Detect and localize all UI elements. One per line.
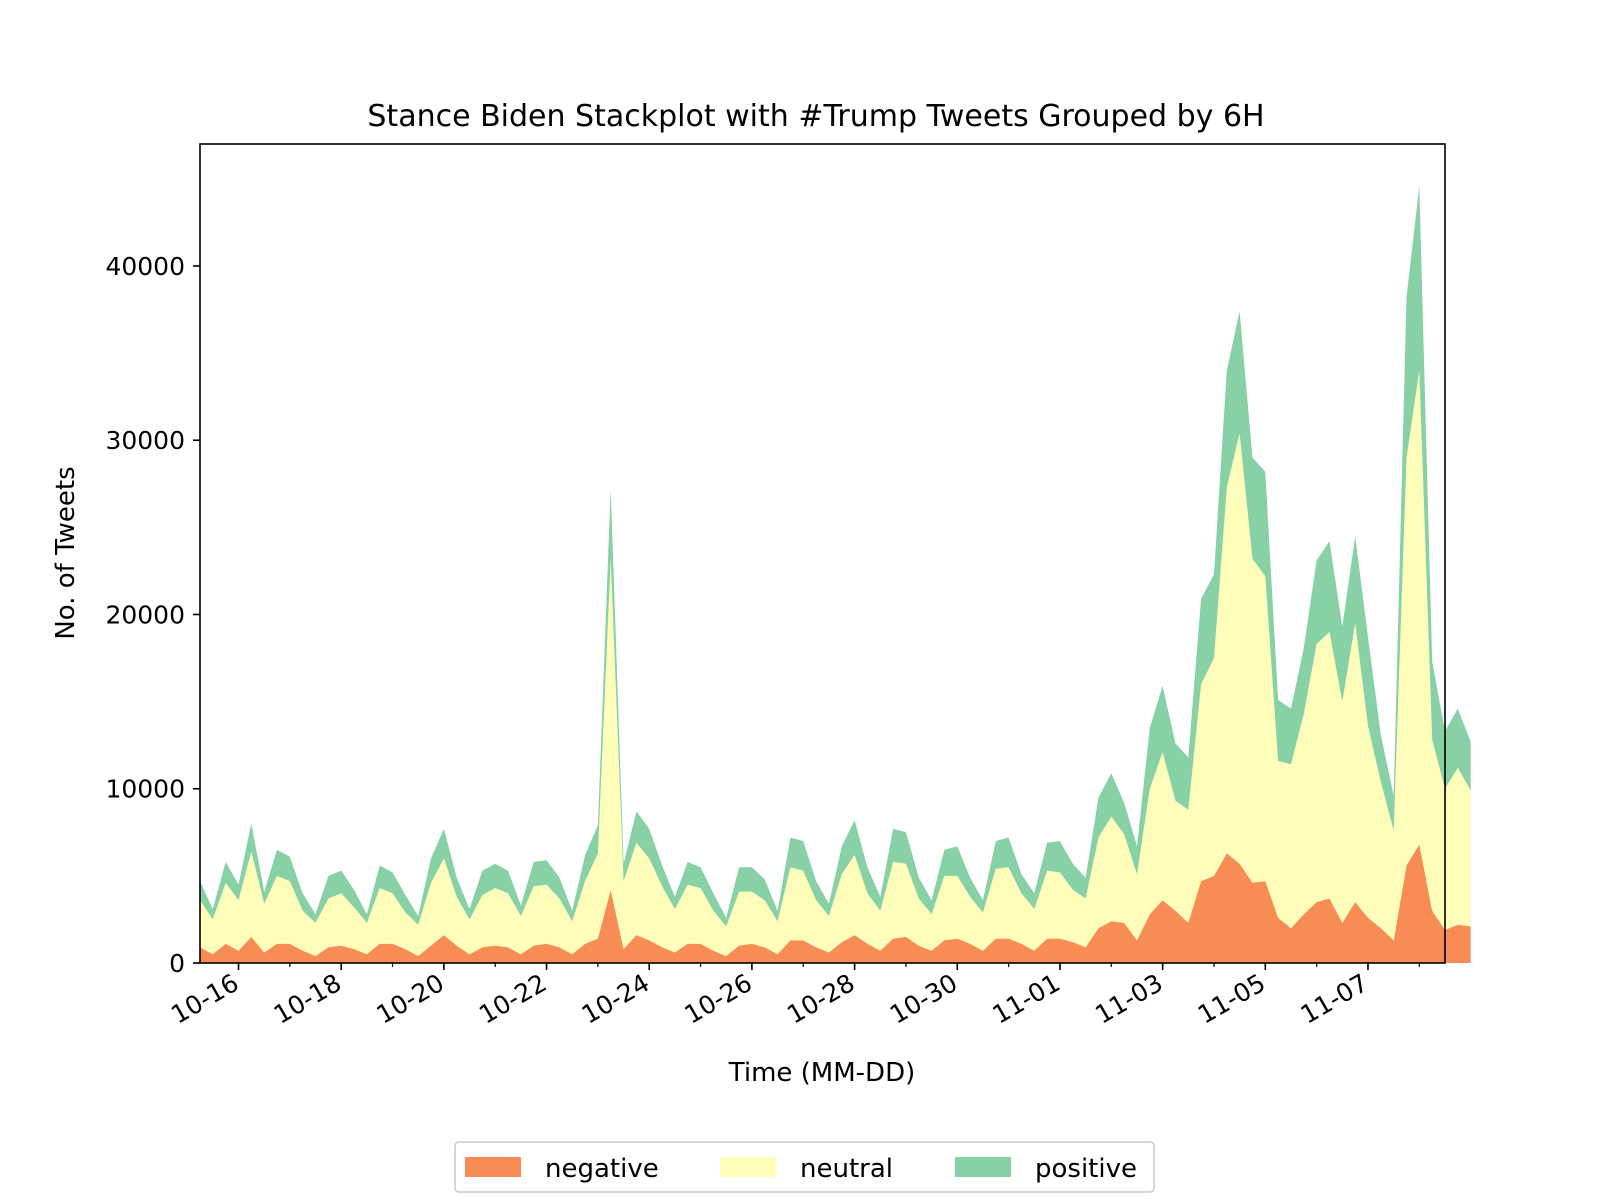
x-axis-label: Time (MM-DD): [728, 1058, 915, 1088]
x-tick-label: 10-20: [371, 968, 448, 1029]
x-tick-label: 11-01: [988, 968, 1065, 1029]
y-tick-label: 0: [169, 949, 185, 978]
legend-label-positive: positive: [1035, 1154, 1137, 1184]
legend-swatch-negative: [465, 1157, 521, 1177]
stacked-areas: [200, 185, 1471, 963]
legend-label-neutral: neutral: [800, 1154, 893, 1184]
legend-swatch-neutral: [720, 1157, 776, 1177]
x-tick-label: 11-05: [1193, 968, 1270, 1029]
x-tick-label: 10-22: [474, 968, 551, 1029]
legend-swatch-positive: [955, 1157, 1011, 1177]
plot-frame: [199, 143, 1446, 964]
x-tick-label: 10-24: [577, 968, 654, 1029]
x-tick-label: 10-28: [782, 968, 859, 1029]
x-tick-label: 11-07: [1296, 968, 1373, 1029]
x-tick-label: 10-30: [885, 968, 962, 1029]
x-axis: 10-16 10-18 10-20 10-22 10-24 10-26 10-28 10-30…: [166, 963, 1420, 1030]
x-tick-label: 10-26: [679, 968, 756, 1029]
area-neutral: [200, 370, 1471, 956]
y-tick-label: 40000: [105, 252, 185, 281]
x-tick-label: 10-18: [269, 968, 346, 1029]
x-tick-label: 11-03: [1090, 968, 1167, 1029]
y-tick-label: 20000: [105, 600, 185, 629]
area-positive: [200, 185, 1471, 927]
legend-label-negative: negative: [545, 1154, 659, 1184]
area-negative: [200, 844, 1471, 963]
legend: negative neutral positive: [454, 1141, 1155, 1193]
y-tick-label: 10000: [105, 775, 185, 804]
chart-title: Stance Biden Stackplot with #Trump Tweet…: [367, 99, 1264, 134]
y-axis-label: No. of Tweets: [51, 466, 81, 639]
y-axis: 0 10000 20000 30000 40000: [105, 252, 200, 978]
legend-box: [454, 1141, 1155, 1193]
y-tick-label: 30000: [105, 426, 185, 455]
